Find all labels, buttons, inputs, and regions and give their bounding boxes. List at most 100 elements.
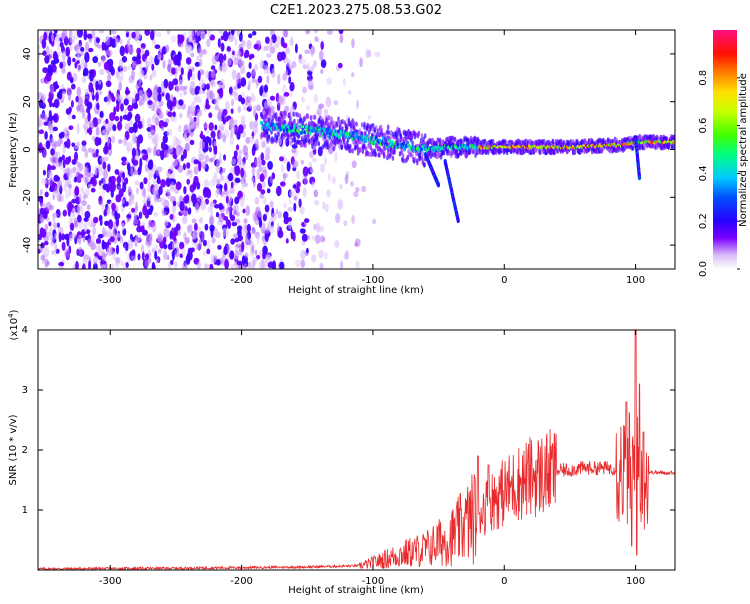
spectrogram-cell <box>378 152 381 158</box>
spectrogram-cell <box>52 102 55 108</box>
spectrogram-cell <box>282 42 288 49</box>
spectrogram-cell <box>198 58 203 67</box>
spectrogram-cell <box>366 122 370 128</box>
colorbar-tick-label: 0.2 <box>698 213 709 229</box>
spectrogram-cell <box>249 135 255 144</box>
spectrogram-cell <box>157 53 162 60</box>
spectrogram-cell <box>107 49 113 57</box>
spectrogram-cell <box>92 56 99 64</box>
spectrogram-cell <box>210 68 216 79</box>
spectrogram-cell <box>334 151 338 162</box>
spectrogram-cell <box>243 263 247 268</box>
spectrogram-cell <box>227 256 231 262</box>
spectrogram-cell <box>315 234 321 245</box>
spectrogram-cell <box>155 258 159 264</box>
spectrogram-cell <box>103 145 109 155</box>
spectrogram-cell <box>98 30 104 34</box>
spectrogram-cell <box>286 140 290 146</box>
spectrogram-cell <box>41 177 47 186</box>
spectrogram-cell <box>177 65 182 71</box>
spectrogram-cell <box>122 171 125 179</box>
spectrogram-cell <box>230 238 236 245</box>
spectrogram-cell <box>198 217 203 224</box>
spectrogram-cell <box>264 154 270 161</box>
spectrogram-cell <box>122 182 127 193</box>
spectrogram-cell <box>64 127 69 135</box>
spectrogram-cell <box>289 140 293 146</box>
spectrogram-cell <box>313 60 317 68</box>
spectrogram-cell <box>139 181 144 190</box>
spectrogram-cell <box>263 84 269 93</box>
spectrogram-cell <box>265 128 269 135</box>
spectrogram-cell <box>271 67 276 79</box>
spectrogram-cell <box>127 239 134 250</box>
spectrogram-cell <box>174 54 180 65</box>
spectrogram-cell <box>238 149 243 155</box>
spectrogram-cell <box>119 115 123 123</box>
spectrogram-cell <box>137 30 142 40</box>
spectrogram-cell <box>254 196 260 205</box>
spectrogram-cell <box>81 200 87 206</box>
spectrogram-cell <box>243 104 247 112</box>
spectrogram-cell <box>250 92 254 100</box>
colorbar-tick-label: 0.4 <box>698 165 709 181</box>
spectrogram-cell <box>39 117 44 127</box>
spectrogram-cell <box>220 78 225 84</box>
spectrogram-cell <box>87 238 93 247</box>
x-tick-label: 100 <box>626 275 645 286</box>
spectrogram-cell <box>158 111 164 120</box>
spectrogram-cell <box>88 260 92 269</box>
spectrogram-cell <box>283 120 287 126</box>
spectrogram-cell <box>245 205 250 216</box>
spectrogram-cell <box>218 123 225 130</box>
spectrogram-cell <box>177 34 184 46</box>
spectrogram-cell <box>287 217 293 222</box>
spectrogram-cell <box>375 125 378 131</box>
spectrogram-cell <box>61 241 66 251</box>
spectrogram-cell <box>131 31 136 39</box>
spectrogram-cell <box>227 219 231 229</box>
spectrogram-cell <box>326 30 333 35</box>
spectrogram-cell <box>351 214 355 225</box>
spectrogram-cell <box>111 96 116 103</box>
spectrogram-cell <box>47 97 53 104</box>
spectrogram-cell <box>151 261 156 269</box>
spectrogram-cell <box>48 109 52 121</box>
spectrogram-cell <box>142 229 149 236</box>
spectrogram-cell <box>103 169 108 179</box>
spectrogram-cell <box>288 38 294 46</box>
spectrogram-cell <box>422 136 425 142</box>
spectrogram-cell <box>117 94 124 103</box>
spectrogram-cell <box>44 191 49 198</box>
spectrogram-cell <box>222 30 229 42</box>
spectrogram-cell <box>230 108 234 114</box>
spectrogram-cell <box>291 148 297 154</box>
spectrogram-cell <box>65 167 71 177</box>
spectrogram-cell <box>491 139 495 145</box>
spectrogram-cell <box>73 217 78 227</box>
spectrogram-cell <box>219 175 225 182</box>
spectrogram-cell <box>179 241 185 250</box>
spectrogram-cell <box>59 41 64 48</box>
spectrogram-cell <box>91 30 95 36</box>
spectrogram-cell <box>78 193 82 204</box>
spectrogram-cell <box>372 218 377 225</box>
spectrogram-cell <box>86 101 93 110</box>
spectrogram-cell <box>267 101 273 107</box>
spectrogram-cell <box>114 115 120 122</box>
spectrogram-cell <box>111 30 117 35</box>
spectrogram-cell <box>52 222 58 229</box>
spectrogram-cell <box>40 78 46 84</box>
spectrogram-cell <box>42 50 47 56</box>
spectrogram-cell <box>227 35 233 42</box>
spectrogram-cell <box>293 118 296 124</box>
spectrogram-cell <box>311 143 314 150</box>
spectrogram-cell <box>320 59 327 69</box>
spectrogram-cell <box>248 54 252 61</box>
spectrogram-cell <box>66 87 72 96</box>
spectrogram-cell <box>51 115 57 121</box>
spectrogram-cell <box>179 148 183 156</box>
spectrogram-cell <box>214 124 218 131</box>
spectrogram-cell <box>188 130 194 137</box>
spectrogram-cell <box>504 139 507 145</box>
